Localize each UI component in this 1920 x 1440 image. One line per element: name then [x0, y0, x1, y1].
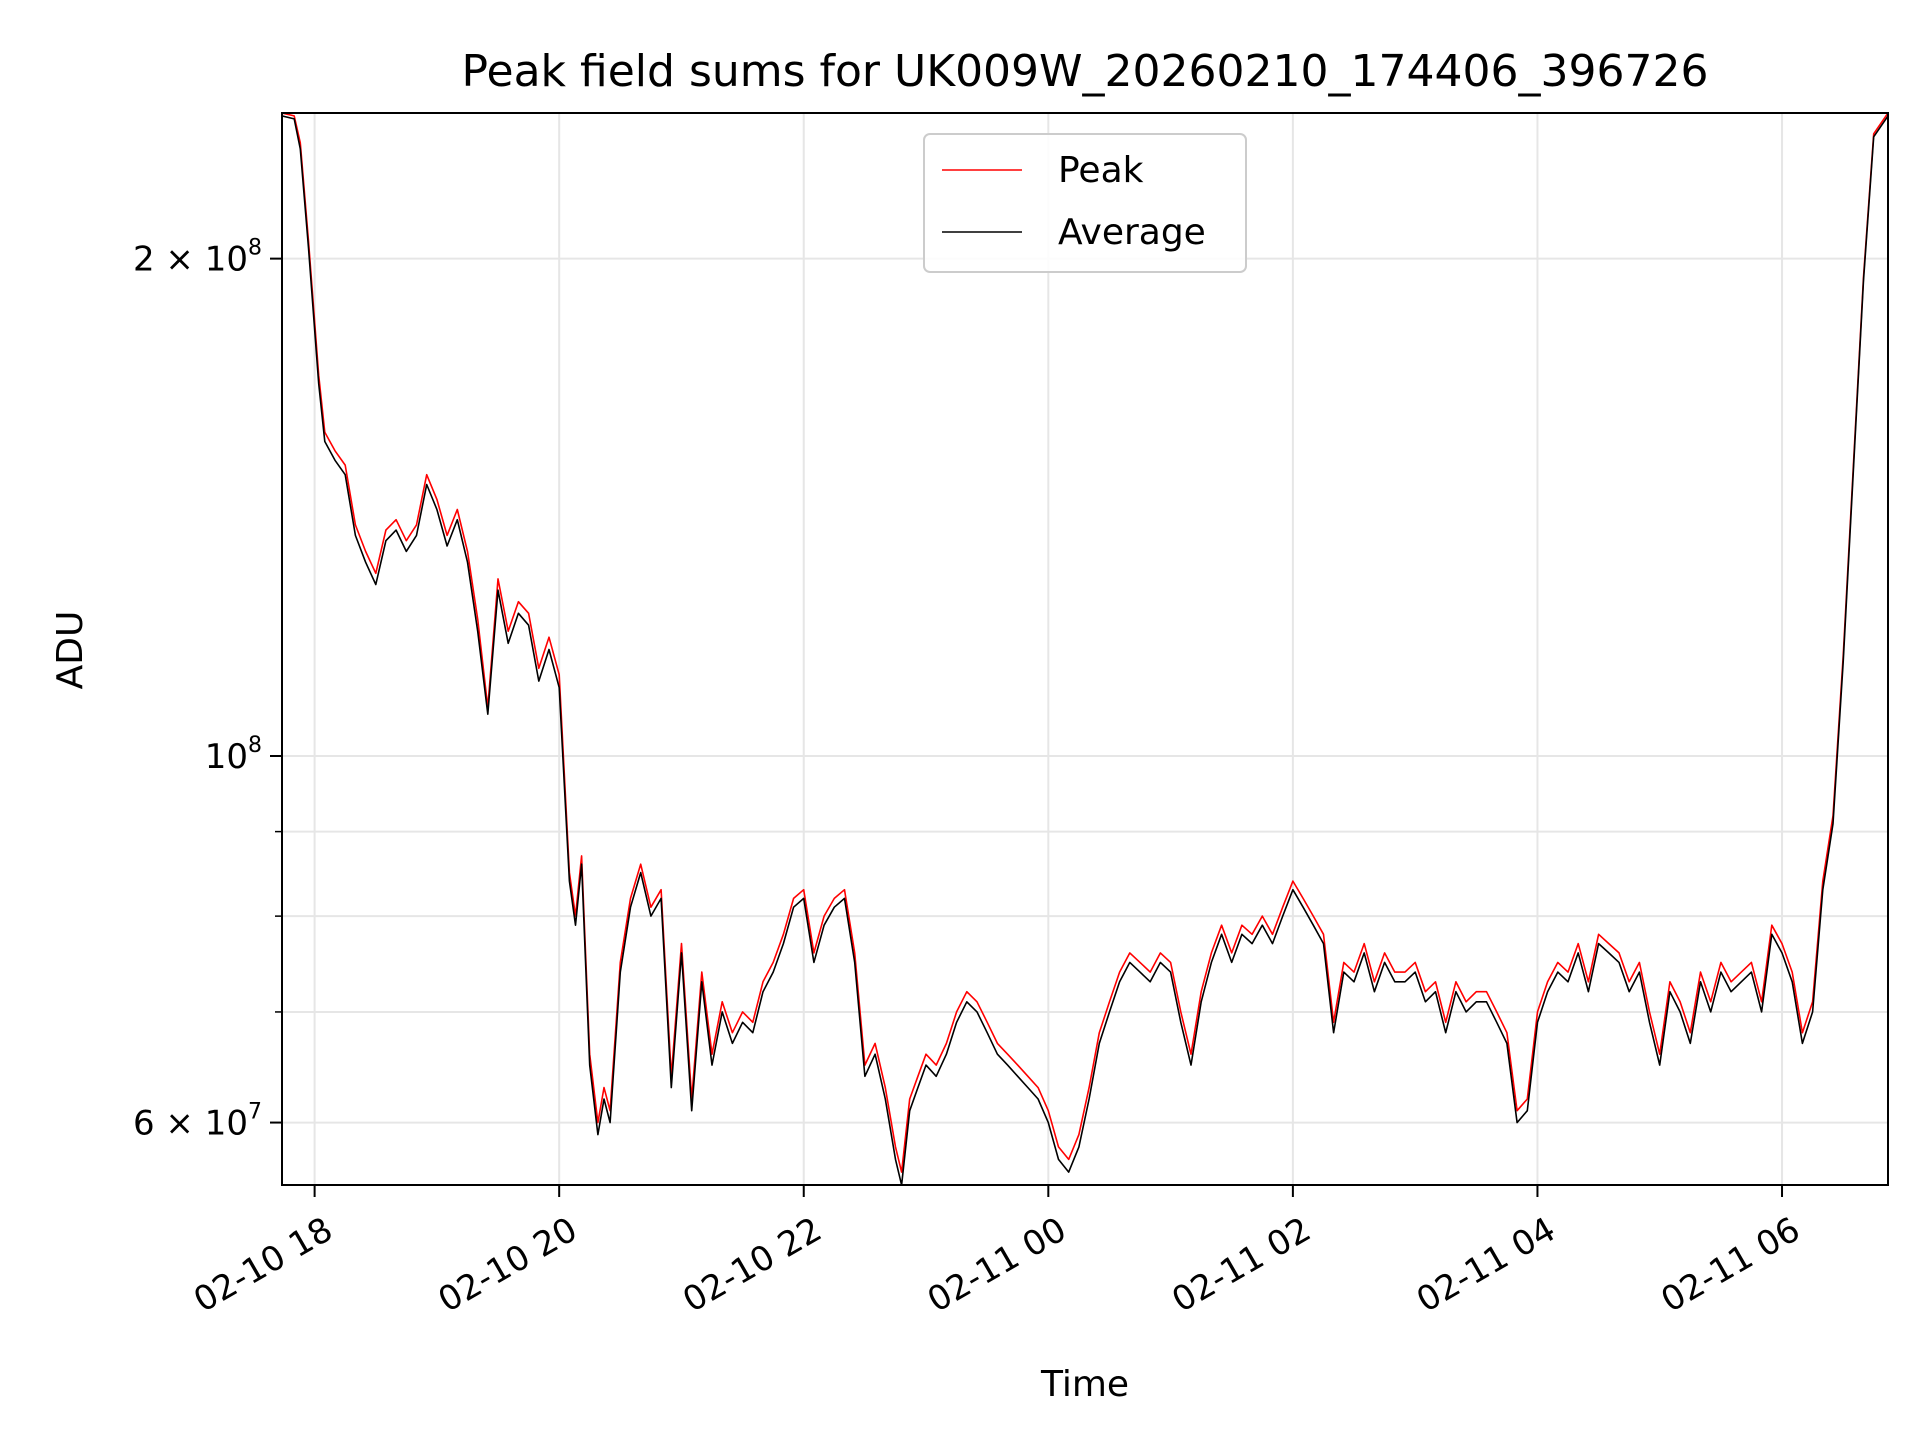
grid-lines	[282, 113, 1888, 1185]
legend-box	[923, 133, 1247, 273]
y-tick-base: 10	[205, 240, 248, 280]
y-tick-mantissa: 2	[133, 240, 155, 280]
plot-frame	[281, 112, 1889, 1186]
y-tick-label: 108	[205, 733, 262, 777]
y-tick-label: 6 × 107	[133, 1100, 262, 1144]
x-axis-label: Time	[1040, 1364, 1129, 1405]
y-tick-exponent: 7	[248, 1100, 262, 1125]
legend: Peak Average	[923, 133, 1247, 273]
series-line-average	[282, 115, 1888, 1185]
y-axis-label: ADU	[50, 611, 91, 690]
y-tick-exponent: 8	[248, 733, 262, 758]
y-tick-exponent: 8	[248, 236, 262, 261]
y-tick-label: 2 × 108	[133, 236, 262, 280]
y-tick-times: ×	[155, 1104, 205, 1144]
legend-label-average: Average	[1058, 212, 1206, 253]
legend-label-peak: Peak	[1058, 150, 1144, 191]
series-line-peak	[282, 113, 1888, 1173]
y-tick-times: ×	[155, 240, 205, 280]
y-tick-base: 10	[205, 1104, 248, 1144]
y-tick-base: 10	[205, 737, 248, 777]
plot-series	[282, 113, 1888, 1185]
y-tick-mantissa: 6	[133, 1104, 155, 1144]
chart-title: Peak field sums for UK009W_20260210_1744…	[462, 46, 1709, 97]
